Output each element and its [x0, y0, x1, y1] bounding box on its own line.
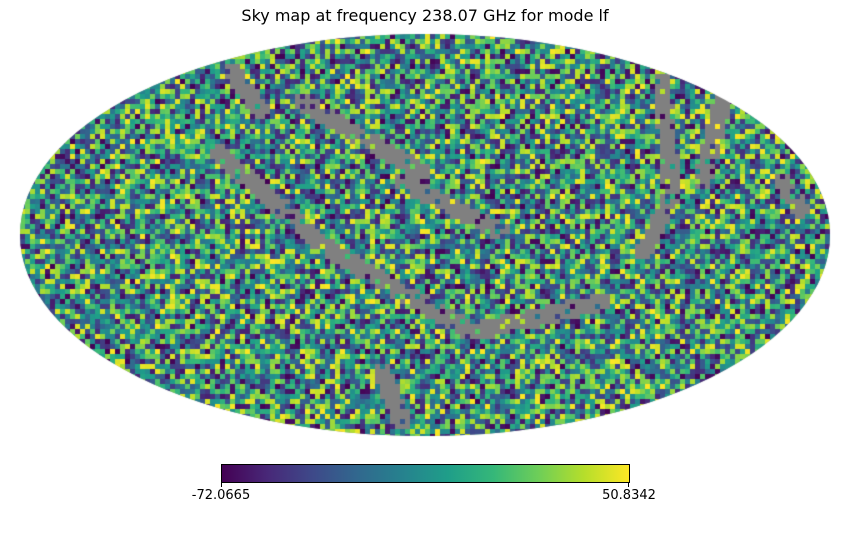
colorbar-max-label: 50.8342 — [602, 488, 656, 503]
colorbar-min-label: -72.0665 — [191, 488, 251, 503]
colorbar-min-tick — [221, 482, 222, 487]
chart-title: Sky map at frequency 238.07 GHz for mode… — [241, 6, 609, 25]
colorbar — [221, 464, 630, 483]
colorbar-max-tick — [628, 482, 629, 487]
